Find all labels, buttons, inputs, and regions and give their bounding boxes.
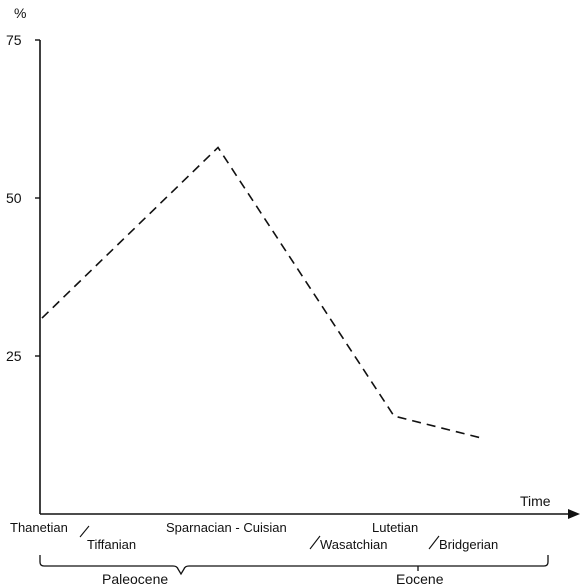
x-axis-arrow <box>568 509 580 519</box>
stage-slash <box>309 535 321 550</box>
y-tick-label: 75 <box>6 32 22 48</box>
y-axis-label: % <box>14 5 26 21</box>
stage-label-sparnacian-cuisian: Sparnacian - Cuisian <box>166 520 287 535</box>
stage-label-tiffanian: Tiffanian <box>87 537 136 552</box>
stage-slash <box>79 525 90 538</box>
stage-label-lutetian: Lutetian <box>372 520 418 535</box>
stage-slash <box>428 535 440 550</box>
y-ticks: 25 50 75 <box>6 32 40 364</box>
stage-label-wasatchian: Wasatchian <box>320 537 387 552</box>
epoch-label-paleocene: Paleocene <box>102 571 168 587</box>
y-tick-label: 50 <box>6 190 22 206</box>
stage-labels: Thanetian Tiffanian Sparnacian - Cuisian… <box>10 520 498 552</box>
stage-label-thanetian: Thanetian <box>10 520 68 535</box>
stage-label-bridgerian: Bridgerian <box>439 537 498 552</box>
epoch-label-eocene: Eocene <box>396 571 444 587</box>
epoch-brace <box>39 555 549 576</box>
y-tick-label: 25 <box>6 348 22 364</box>
series-line <box>41 146 483 439</box>
x-axis-label: Time <box>520 493 551 509</box>
